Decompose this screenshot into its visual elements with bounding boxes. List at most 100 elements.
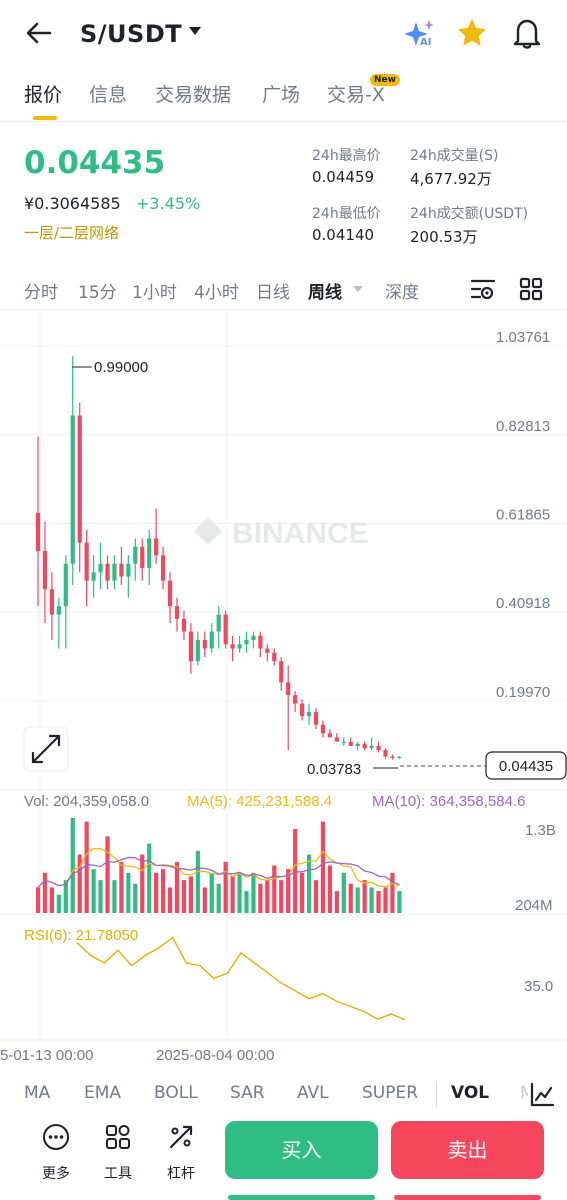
top-bar: S/USDT AI <box>0 0 567 68</box>
candle-body <box>195 640 200 662</box>
indicator-ma[interactable]: MA <box>24 1083 51 1103</box>
volume-bar <box>195 850 200 913</box>
ma10-legend: MA(10): 364,358,584.6 <box>372 793 525 810</box>
volume-bar <box>167 887 173 913</box>
interval-line[interactable]: 分时 <box>24 283 58 303</box>
pair-title[interactable]: S/USDT <box>80 20 183 48</box>
candle-body <box>265 648 270 653</box>
candle-body <box>98 563 103 573</box>
current-price-tag: 0.04435 <box>400 751 567 780</box>
interval-4h[interactable]: 4小时 <box>194 283 239 303</box>
candle-body <box>272 652 277 662</box>
volume-bar <box>119 861 124 913</box>
volume-bar <box>91 869 96 913</box>
sell-button[interactable]: 卖出 <box>391 1121 544 1179</box>
network-link[interactable]: 一层/二层网络 <box>24 224 120 242</box>
volume-bar <box>140 854 145 913</box>
volume-bar <box>209 872 214 913</box>
volume-bar <box>223 861 228 913</box>
interval-depth[interactable]: 深度 <box>385 283 419 303</box>
ai-sparkle-icon[interactable] <box>402 18 438 50</box>
volume-legend: Vol: 204,359,058.0 <box>24 793 149 810</box>
volume-bar <box>42 872 48 913</box>
caret-down-icon[interactable] <box>188 26 202 36</box>
arrow-left-icon[interactable] <box>22 16 56 50</box>
tools-button[interactable]: 工具 <box>94 1123 142 1182</box>
tab-trade-x[interactable]: 交易-X <box>327 84 385 106</box>
buy-button[interactable]: 买入 <box>225 1121 378 1179</box>
candle-body <box>362 743 367 749</box>
candle-body <box>154 538 159 556</box>
candle-body <box>77 415 82 543</box>
indicator-boll[interactable]: BOLL <box>154 1083 198 1103</box>
tab-quote[interactable]: 报价 <box>24 84 63 106</box>
volume-bar <box>334 891 339 913</box>
volume-bar <box>77 854 82 913</box>
volume-bar <box>320 821 326 913</box>
grid-layout-icon[interactable] <box>518 276 544 302</box>
candle-body <box>390 756 395 758</box>
interval-bar: 分时 15分 1小时 4小时 日线 周线 深度 <box>0 270 567 310</box>
candle-body <box>181 618 187 632</box>
candle-body <box>188 631 193 662</box>
rsi-line <box>76 936 406 1021</box>
sell-strip <box>394 1195 541 1200</box>
interval-1w[interactable]: 周线 <box>308 283 342 303</box>
candle-body <box>56 606 61 615</box>
watermark: BINANCE <box>194 517 369 550</box>
candle-body <box>355 743 360 746</box>
ma5-legend: MA(5): 425,231,588.4 <box>187 793 332 810</box>
stat-label-volume: 24h成交量(S) <box>410 148 499 164</box>
price-change: +3.45% <box>136 194 201 213</box>
candle-body <box>279 661 284 683</box>
candle-body <box>293 695 298 704</box>
price-axis-label: 0.82813 <box>496 418 550 435</box>
caret-down-icon[interactable] <box>352 285 364 293</box>
high-marker: 0.99000 <box>72 359 148 376</box>
interval-1h[interactable]: 1小时 <box>132 283 177 303</box>
more-dots-icon <box>43 1124 69 1150</box>
volume-bar <box>133 883 138 913</box>
price-axis-label: 1.03761 <box>496 329 550 346</box>
indicator-vol[interactable]: VOL <box>451 1083 490 1103</box>
candle-body <box>320 724 326 734</box>
volume-bars <box>35 818 402 913</box>
indicator-chart-icon[interactable] <box>528 1081 556 1109</box>
candle-body <box>49 589 54 615</box>
volume-bar <box>355 887 360 913</box>
candlestick-chart[interactable]: BINANCE 1.03761 0.82813 0.61865 0.40918 0.19… <box>0 312 567 1072</box>
candle-body <box>147 538 152 569</box>
indicator-sar[interactable]: SAR <box>230 1083 265 1103</box>
indicator-super[interactable]: SUPER <box>362 1083 419 1103</box>
candle-body <box>376 745 381 751</box>
candle-body <box>209 631 214 649</box>
chart-settings-icon[interactable] <box>470 276 496 302</box>
more-button[interactable]: 更多 <box>32 1123 80 1182</box>
leverage-button[interactable]: 杠杆 <box>157 1123 205 1182</box>
candle-body <box>216 614 221 632</box>
new-badge: New <box>370 74 400 86</box>
leverage-icon <box>169 1125 193 1149</box>
indicator-avl[interactable]: AVL <box>297 1083 329 1103</box>
tools-grid-icon <box>106 1125 130 1149</box>
interval-15m[interactable]: 15分 <box>78 283 117 303</box>
indicator-ema[interactable]: EMA <box>84 1083 122 1103</box>
volume-bar <box>181 880 187 913</box>
stat-value-volume: 4,677.92万 <box>410 170 492 188</box>
tab-trading-data[interactable]: 交易数据 <box>155 84 232 106</box>
candle-body <box>334 737 339 742</box>
rsi-legend: RSI(6): 21.78050 <box>24 927 138 944</box>
candle-body <box>167 580 173 607</box>
candle-body <box>63 563 68 607</box>
buy-strip <box>228 1195 375 1200</box>
bell-icon[interactable] <box>512 17 542 49</box>
volume-bar <box>49 887 54 913</box>
volume-bar <box>35 887 41 913</box>
star-icon[interactable] <box>456 17 488 49</box>
tab-square[interactable]: 广场 <box>262 84 301 106</box>
tab-info[interactable]: 信息 <box>89 84 128 106</box>
interval-1d[interactable]: 日线 <box>256 283 290 303</box>
candle-body <box>348 741 353 746</box>
candle-body <box>223 614 228 645</box>
candle-body <box>42 551 48 590</box>
